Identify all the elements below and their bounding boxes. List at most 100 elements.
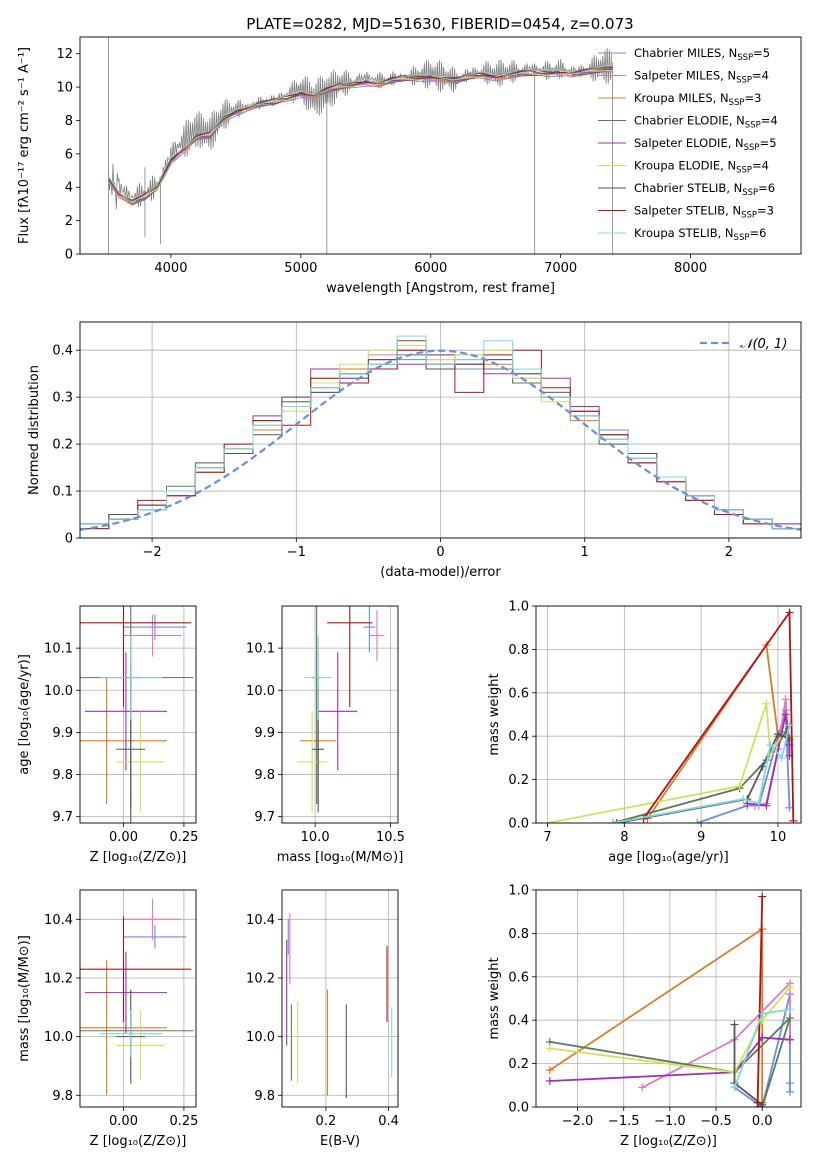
y-axis-label: mass weight [487,957,502,1039]
x-tick-label: −1.0 [654,1114,686,1129]
plot-area [286,913,393,1099]
y-tick-label: 6 [65,147,73,162]
y-tick-label: 10.2 [44,971,73,986]
x-tick-label: 10.0 [301,830,330,845]
x-tick-label: 7 [543,830,551,845]
y-axis-label: age [log₁₀(age/yr)] [17,654,32,775]
x-axis-label: Z [log₁₀(Z/Z⊙)] [90,850,187,865]
residual-legend: 𝒩(0, 1) [700,337,787,352]
y-tick-label: 0.1 [52,485,73,500]
x-tick-label: 6000 [414,261,447,276]
y-tick-label: 10.0 [246,684,275,699]
axes-frame [79,36,802,255]
x-axis-label: E(B-V) [320,1134,360,1149]
weight-line-4 [549,1017,791,1107]
y-tick-label: 10.0 [246,1030,275,1045]
panel-residuals: −2 −1 0 1 2 0 0.1 0.2 0.3 0.4 (data-model)/error No… [27,321,802,580]
x-tick-label: 10.5 [376,830,405,845]
panel-age-vs-Z: 0.00 0.25 9.7 9.8 9.9 10.0 10.1 Z [log₁₀(Z/Z⊙)]… [17,605,198,865]
x-tick-label: 0.2 [316,1114,337,1129]
y-tick-label: 0.3 [52,391,73,406]
x-axis-label: Z [log₁₀(Z/Z⊙)] [620,1134,717,1149]
plot-area [545,892,794,1107]
observed-spectrum [108,47,612,210]
plot-area [297,606,385,813]
y-tick-label: 10.0 [44,684,73,699]
model-spectrum-4 [108,67,613,205]
x-tick-label: 0.00 [109,830,138,845]
x-tick-label: 0.0 [752,1114,773,1129]
y-tick-label: 9.8 [52,1089,73,1104]
x-axis-label: (data-model)/error [380,565,501,580]
y-axis-label: Normed distribution [27,365,42,495]
x-tick-label: 4000 [154,261,187,276]
y-tick-label: 4 [65,181,73,196]
x-tick-label: −2.0 [562,1114,594,1129]
y-tick-label: 0.6 [508,686,529,701]
y-tick-label: 0.4 [52,344,73,359]
x-axis-label: Z [log₁₀(Z/Z⊙)] [90,1134,187,1149]
plot-area [80,606,194,823]
axes-frame [79,889,197,1108]
y-tick-label: 9.9 [254,726,275,741]
y-tick-label: 10.4 [44,913,73,928]
plot-area [543,608,798,823]
panel-spectrum: 4000 5000 6000 7000 8000 0 2 4 6 8 10 12 wavelength … [17,36,802,296]
x-tick-label: 7000 [544,261,577,276]
axes-frame [535,605,802,824]
y-tick-label: 0.4 [508,730,529,745]
legend-entry: Salpeter ELODIE, NSSP=5 [634,136,777,153]
y-axis-label: mass weight [487,673,502,755]
panel-massweight-vs-Z: −2.0 −1.5 −1.0 −0.5 0.0 0.0 0.2 0.4 0.6 0.8 1.0 Z [… [487,884,802,1149]
x-tick-label: 2 [725,545,733,560]
y-tick-label: 8 [65,114,73,129]
y-tick-label: 10.2 [246,971,275,986]
axes-frame [535,889,802,1108]
panels: 4000 5000 6000 7000 8000024681012wavelength … [17,36,802,1149]
x-tick-label: 0.25 [169,1114,198,1129]
axes-frame [281,889,399,1108]
weight-line-9 [612,725,791,823]
panel-massweight-vs-age: 7 8 9 10 0.0 0.2 0.4 0.6 0.8 1.0 age [log₁₀(age/yr… [487,600,802,865]
weight-line-5 [549,1036,790,1082]
y-tick-label: 0.2 [508,1057,529,1072]
y-tick-label: 0.0 [508,817,529,832]
x-tick-label: 5000 [284,261,317,276]
plot-area [80,335,801,538]
x-tick-label: −0.5 [700,1114,732,1129]
normal-curve [80,349,801,531]
y-tick-label: 0.4 [508,1014,529,1029]
axes-frame [79,321,802,539]
x-tick-label: 0.4 [378,1114,399,1129]
legend-entry: Chabrier MILES, NSSP=5 [634,46,770,63]
y-tick-label: 9.8 [254,1089,275,1104]
x-axis-label: mass [log₁₀(M/M⊙)] [277,850,404,865]
x-axis-label: age [log₁₀(age/yr)] [608,850,729,865]
x-tick-label: −1 [287,545,306,560]
y-tick-label: 0.8 [508,927,529,942]
panel-age-vs-mass: 10.0 10.5 9.7 9.8 9.9 10.0 10.1 mass [log₁₀(M/M… [246,605,405,865]
legend-entry: Kroupa ELODIE, NSSP=4 [634,159,769,176]
x-tick-label: 8 [620,830,628,845]
x-tick-label: −2 [143,545,162,560]
model-spectrum-9 [108,64,613,203]
y-tick-label: 10.1 [44,642,73,657]
y-tick-label: 10.1 [246,642,275,657]
y-tick-label: 9.7 [52,810,73,825]
y-tick-label: 0.8 [508,643,529,658]
y-tick-label: 9.7 [254,810,275,825]
x-tick-label: 0.00 [109,1114,138,1129]
x-tick-label: 0.25 [169,830,198,845]
x-tick-label: −1.5 [608,1114,640,1129]
y-axis-label: Flux [fλ10⁻¹⁷ erg cm⁻² s⁻¹ A⁻¹] [17,47,32,244]
legend-entry: Kroupa MILES, NSSP=3 [634,91,761,108]
plot-area [80,898,194,1096]
y-tick-label: 10.4 [246,913,275,928]
y-tick-label: 0 [65,532,73,547]
y-tick-label: 10.0 [44,1030,73,1045]
x-tick-label: 10 [770,830,787,845]
x-tick-label: 1 [581,545,589,560]
histogram-9 [80,335,801,538]
y-tick-label: 0.2 [52,438,73,453]
